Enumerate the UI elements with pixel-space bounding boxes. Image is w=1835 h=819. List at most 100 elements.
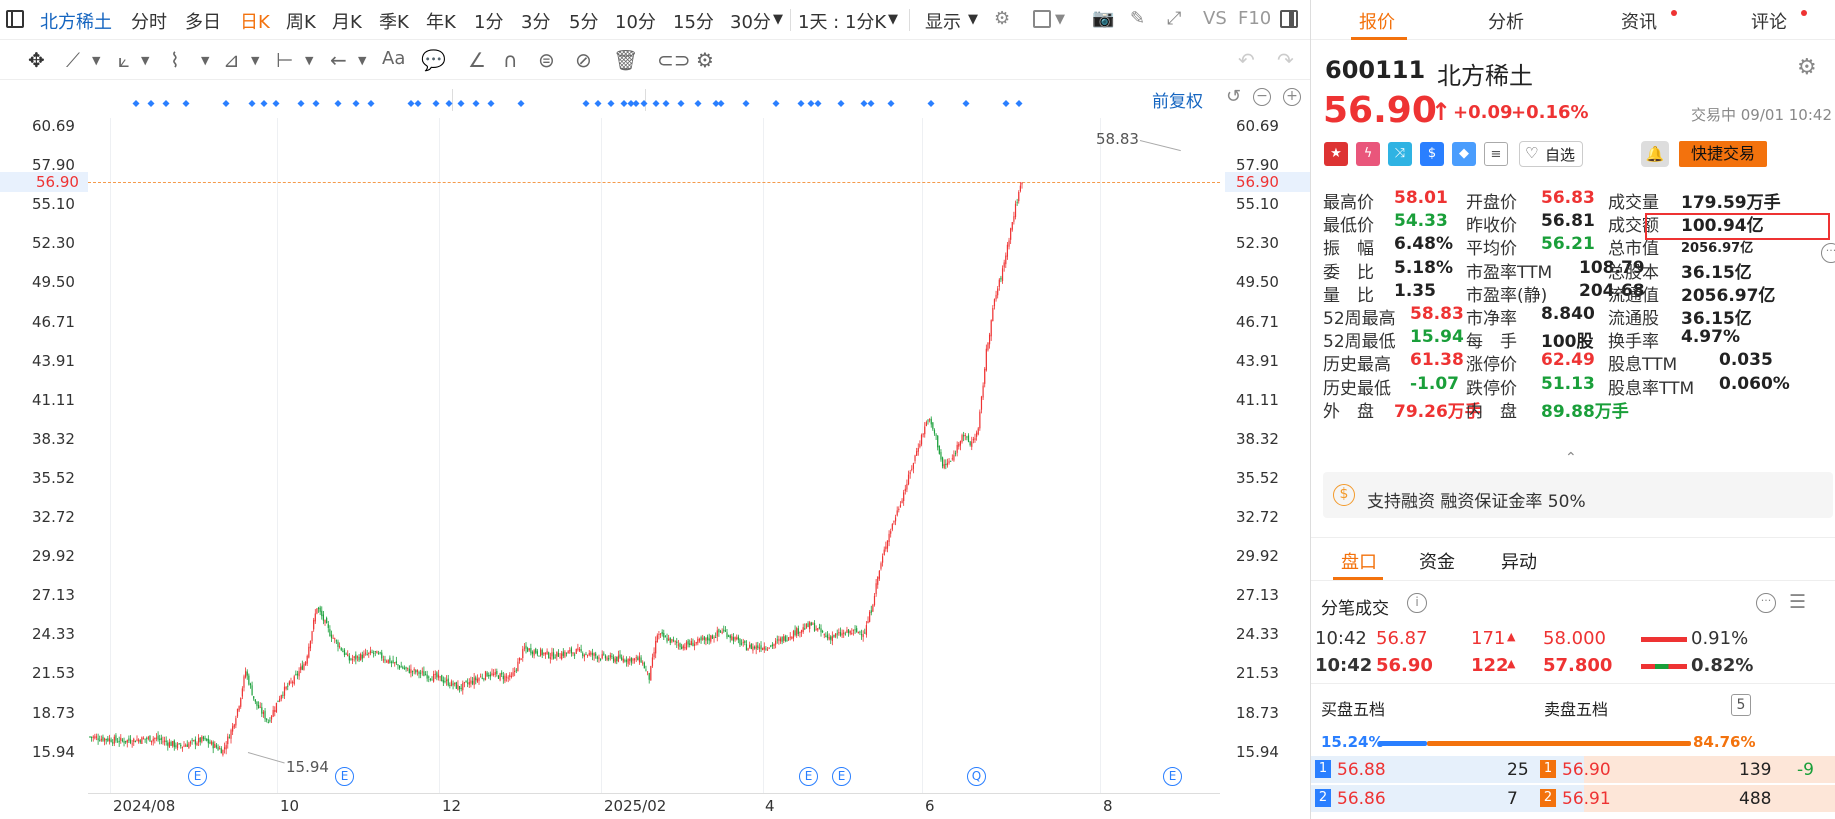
period-tab[interactable]: 周K: [286, 12, 316, 33]
event-e-icon[interactable]: E: [188, 767, 207, 786]
angle-tool-icon[interactable]: ∠: [468, 48, 486, 72]
watchlist-button[interactable]: [1519, 141, 1583, 167]
lightning-icon[interactable]: ϟ: [1356, 142, 1380, 166]
period-tab[interactable]: 5分: [569, 12, 599, 33]
candle-body: [661, 631, 663, 635]
dollar-icon[interactable]: $: [1420, 142, 1444, 166]
candle-body: [919, 444, 921, 448]
chevron-down-icon[interactable]: ▼: [251, 54, 260, 67]
comment-tool-icon[interactable]: 💬: [421, 48, 446, 72]
camera-icon[interactable]: 📷: [1092, 8, 1115, 29]
tab-movement[interactable]: 异动: [1501, 552, 1537, 573]
period-tab[interactable]: 10分: [615, 12, 656, 33]
wave-tool-icon[interactable]: ⌇: [170, 48, 180, 72]
range-select[interactable]: 1天 : 1分K: [798, 12, 887, 33]
reset-zoom-icon[interactable]: ↺: [1226, 86, 1242, 107]
adjust-button[interactable]: 前复权: [1152, 92, 1203, 112]
tab-quote[interactable]: 报价: [1359, 12, 1395, 33]
chevron-down-icon[interactable]: ▼: [201, 54, 210, 67]
redo-icon[interactable]: ↷: [1277, 48, 1294, 72]
zoom-out-icon[interactable]: −: [1253, 88, 1271, 106]
gear-icon[interactable]: ⚙: [696, 48, 714, 72]
candle-body: [692, 642, 694, 647]
period-tab[interactable]: 年K: [426, 12, 456, 33]
vs-button[interactable]: VS: [1203, 8, 1227, 29]
stock-name-link[interactable]: 北方稀土: [40, 12, 112, 33]
period-tab[interactable]: 分时: [131, 12, 167, 33]
measure-tool-icon[interactable]: ⊢: [276, 48, 294, 72]
period-tab[interactable]: 季K: [379, 12, 409, 33]
tab-comments[interactable]: 评论: [1751, 12, 1787, 33]
tag-icon[interactable]: ◆: [1452, 142, 1476, 166]
candle-body: [726, 632, 728, 638]
fullscreen-icon[interactable]: ⤢: [1167, 8, 1182, 29]
five-levels-button[interactable]: 5: [1731, 694, 1751, 716]
tab-orderbook[interactable]: 盘口: [1341, 552, 1377, 573]
fib-tool-icon[interactable]: ⊿: [223, 48, 240, 72]
tab-capital[interactable]: 资金: [1419, 552, 1455, 573]
info-icon[interactable]: i: [1407, 593, 1427, 613]
tab-analysis[interactable]: 分析: [1488, 12, 1524, 33]
candle-body: [347, 654, 349, 657]
polyline-tool-icon[interactable]: ⟀: [118, 48, 130, 72]
candle-body: [235, 718, 237, 726]
line-tool-icon[interactable]: ⟋: [66, 48, 80, 72]
lock-drawing-icon[interactable]: ⊜: [538, 48, 555, 72]
pencil-icon[interactable]: ✎: [1130, 8, 1146, 29]
text-tool-icon[interactable]: Aa: [382, 48, 406, 69]
move-icon[interactable]: ✥: [28, 48, 45, 72]
china-flag-icon[interactable]: ★: [1324, 142, 1348, 166]
period-tab[interactable]: 月K: [332, 12, 362, 33]
chevron-down-icon[interactable]: ▼: [305, 54, 314, 67]
chevron-down-icon[interactable]: ▼: [1055, 12, 1065, 27]
chevron-down-icon[interactable]: ▼: [141, 54, 150, 67]
candle-body: [489, 674, 491, 677]
zoom-in-icon[interactable]: +: [1283, 88, 1301, 106]
f10-button[interactable]: F10: [1238, 8, 1272, 29]
magnet-icon[interactable]: ∩: [503, 48, 518, 72]
period-tab[interactable]: 30分: [730, 12, 771, 33]
hide-drawing-icon[interactable]: ⊘: [575, 48, 592, 72]
candle-body: [651, 657, 654, 667]
trash-icon[interactable]: 🗑: [613, 48, 639, 72]
event-e-icon[interactable]: E: [799, 767, 818, 786]
chevron-down-icon[interactable]: ▼: [358, 54, 367, 67]
panel-toggle-icon[interactable]: [6, 10, 24, 28]
bell-button[interactable]: 🔔: [1641, 141, 1669, 167]
high-annotation: 58.83: [1096, 130, 1139, 148]
event-q-icon[interactable]: Q: [967, 767, 986, 786]
chevron-down-icon[interactable]: ▼: [92, 54, 101, 67]
chevron-down-icon[interactable]: ▼: [773, 12, 783, 27]
sidebar-toggle-icon[interactable]: [1280, 10, 1298, 28]
candle-body: [222, 749, 224, 756]
gear-icon[interactable]: ⚙: [994, 8, 1011, 29]
signal-diamond: [272, 100, 280, 107]
link-icon[interactable]: ⊂⊃: [657, 48, 691, 72]
event-e-icon[interactable]: E: [335, 767, 354, 786]
highlight-box: [1645, 213, 1830, 240]
more-icon[interactable]: ···: [1756, 593, 1776, 613]
event-e-icon[interactable]: E: [1163, 767, 1182, 786]
quick-trade-button[interactable]: 快捷交易: [1679, 141, 1767, 167]
arrow-tool-icon[interactable]: ←: [330, 48, 347, 72]
tab-news[interactable]: 资讯: [1621, 12, 1657, 33]
gear-icon[interactable]: ⚙: [1797, 55, 1817, 80]
undo-icon[interactable]: ↶: [1238, 48, 1255, 72]
period-tab[interactable]: 3分: [521, 12, 551, 33]
candle-body: [467, 682, 469, 684]
document-icon[interactable]: ≡: [1484, 142, 1508, 166]
period-tab-active[interactable]: 日K: [240, 12, 270, 33]
display-menu[interactable]: 显示: [925, 12, 961, 33]
period-tab[interactable]: 1分: [474, 12, 504, 33]
event-e-icon[interactable]: E: [832, 767, 851, 786]
chevron-down-icon[interactable]: ▼: [888, 12, 898, 27]
collapse-icon[interactable]: ⌃: [1565, 450, 1577, 466]
period-tab[interactable]: 15分: [673, 12, 714, 33]
period-tab[interactable]: 多日: [185, 12, 221, 33]
stat-value: 4.97%: [1681, 327, 1740, 348]
list-icon[interactable]: ☰: [1789, 591, 1807, 613]
square-icon[interactable]: [1033, 10, 1051, 28]
chevron-down-icon[interactable]: ▼: [968, 12, 978, 27]
shuffle-icon[interactable]: ⤨: [1388, 142, 1412, 166]
more-icon[interactable]: ···: [1821, 243, 1835, 263]
